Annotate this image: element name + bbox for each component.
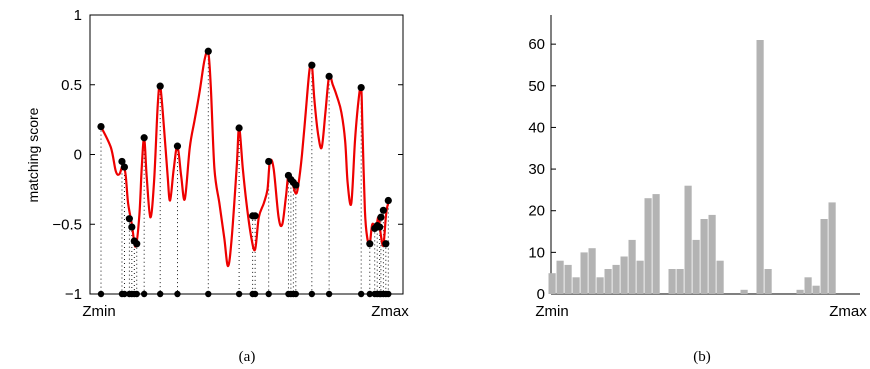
- histogram-bar: [828, 202, 836, 294]
- peak-point: [376, 223, 384, 231]
- peak-point: [265, 157, 273, 166]
- panel-b: 0 10 20 30 40 50 60 Zmin Zmax (b): [528, 15, 867, 365]
- peak-point: [97, 123, 105, 131]
- histogram-bar: [572, 277, 580, 294]
- histogram-bar: [708, 214, 716, 294]
- histogram-bar: [700, 219, 708, 294]
- y-tick-label-a: 0: [74, 147, 82, 164]
- histogram-bar: [596, 277, 604, 294]
- histogram-bar: [620, 256, 628, 294]
- histogram-bar: [804, 277, 812, 294]
- y-tick-label-b: 50: [528, 78, 545, 95]
- histogram-bar: [556, 260, 564, 294]
- histogram-bars: [548, 40, 836, 294]
- peak-point: [125, 215, 133, 223]
- y-tick-label-b: 0: [537, 286, 545, 303]
- x-tick-label-zmin-a: Zmin: [82, 303, 115, 320]
- y-tick-label-b: 40: [528, 119, 545, 136]
- x-tick-label-zmin-b: Zmin: [535, 303, 568, 320]
- baseline-point: [140, 290, 148, 298]
- baseline-point: [366, 290, 374, 298]
- baseline-point: [156, 290, 164, 298]
- peak-point: [251, 212, 259, 220]
- peak-point: [384, 196, 392, 205]
- panel-a: 1 0.5 0 −0.5 −1 matching score Zmin Zmax (a): [25, 7, 409, 365]
- peak-markers: [97, 47, 392, 298]
- histogram-bar: [676, 269, 684, 294]
- baseline-point: [235, 290, 243, 298]
- histogram-bar: [652, 194, 660, 294]
- histogram-bar: [564, 264, 572, 294]
- peak-point: [292, 181, 300, 189]
- baseline-point: [265, 290, 272, 298]
- peak-point: [140, 134, 148, 142]
- histogram-bar: [756, 40, 764, 294]
- peak-point: [128, 223, 136, 231]
- score-line: [99, 49, 391, 268]
- x-tick-label-zmax-b: Zmax: [829, 303, 867, 320]
- histogram-bar: [604, 269, 612, 294]
- histogram-bar: [612, 264, 620, 294]
- y-axis-label: matching score: [25, 107, 41, 202]
- histogram-bar: [740, 289, 748, 294]
- y-tick-label-b: 30: [528, 161, 545, 178]
- y-tick-label-b: 20: [528, 203, 545, 220]
- caption-a: (a): [239, 349, 256, 365]
- caption-b: (b): [693, 349, 711, 365]
- y-tick-label-a: −1: [65, 286, 82, 303]
- peak-point: [357, 83, 365, 92]
- histogram-bar: [668, 269, 676, 294]
- histogram-bar: [580, 252, 588, 294]
- score-curve: [99, 49, 391, 268]
- peak-point: [382, 240, 390, 248]
- histogram-bar: [588, 248, 596, 294]
- histogram-bar: [812, 285, 820, 294]
- y-axis-a: 1 0.5 0 −0.5 −1: [52, 7, 403, 303]
- peak-point: [325, 72, 333, 80]
- baseline-point: [357, 290, 365, 298]
- baseline-point: [121, 290, 128, 298]
- histogram-bar: [644, 198, 652, 294]
- y-tick-label-b: 60: [528, 36, 545, 53]
- y-tick-label-a: −0.5: [52, 216, 82, 233]
- peak-point: [366, 240, 374, 248]
- baseline-point: [97, 290, 105, 298]
- baseline-point: [174, 290, 181, 298]
- histogram-bar: [764, 269, 772, 294]
- baseline-point: [205, 290, 212, 298]
- x-tick-label-zmax-a: Zmax: [371, 303, 409, 320]
- y-tick-label-b: 10: [528, 244, 545, 261]
- baseline-point: [325, 290, 333, 298]
- histogram-bar: [548, 273, 556, 294]
- baseline-point: [308, 290, 316, 298]
- peak-point: [156, 82, 164, 90]
- y-axis-b: 0 10 20 30 40 50 60: [528, 36, 556, 303]
- peak-point: [379, 206, 387, 214]
- baseline-point: [292, 290, 300, 298]
- histogram-bar: [684, 185, 692, 294]
- baseline-point: [133, 290, 140, 298]
- histogram-bar: [692, 239, 700, 294]
- baseline-point: [385, 290, 392, 298]
- stems: [100, 51, 389, 294]
- histogram-bar: [796, 289, 804, 294]
- histogram-bar: [628, 239, 636, 294]
- peak-point: [377, 213, 385, 221]
- peak-point: [118, 157, 126, 166]
- histogram-bar: [820, 219, 828, 294]
- peak-point: [308, 61, 316, 69]
- baseline-point: [251, 290, 259, 298]
- histogram-bar: [716, 260, 724, 294]
- y-tick-label-a: 1: [74, 7, 82, 24]
- peak-point: [133, 240, 141, 248]
- peak-point: [235, 124, 243, 132]
- peak-point: [120, 163, 129, 171]
- peak-point: [204, 47, 212, 55]
- histogram-bar: [636, 260, 644, 294]
- peak-point: [173, 142, 182, 150]
- y-tick-label-a: 0.5: [61, 77, 82, 94]
